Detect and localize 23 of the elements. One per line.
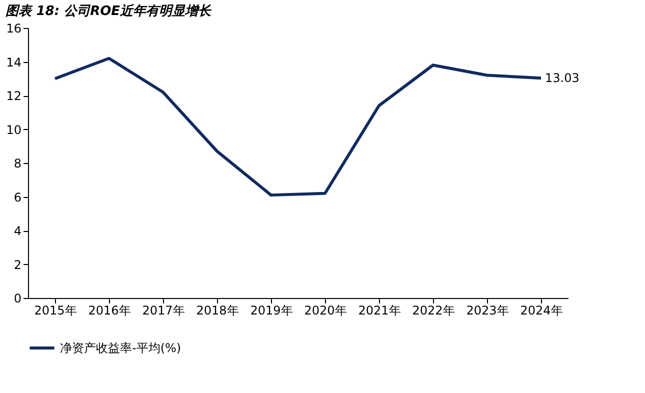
y-tick-label: 2 [14,258,22,272]
chart-title: 图表 18: 公司ROE近年有明显增长 [6,3,212,19]
y-tick-label: 8 [14,156,22,170]
legend-label: 净资产收益率-平均(%) [60,341,182,355]
x-tick-label: 2024年 [520,304,563,318]
y-tick-label: 16 [6,22,22,36]
x-tick-label: 2021年 [358,304,401,318]
line-series [54,56,542,197]
y-tick-label: 4 [14,224,22,238]
y-tick-label: 0 [14,292,22,306]
x-tick-label: 2015年 [34,304,77,318]
x-tick-label: 2020年 [304,304,347,318]
y-tick-label: 10 [6,122,22,137]
data-label: 13.03 [545,71,580,86]
y-tick-label: 14 [6,55,22,70]
x-tick-label: 2022年 [412,304,455,318]
x-tick-label: 2019年 [250,304,293,318]
x-tick-label: 2016年 [88,304,131,318]
x-tick-label: 2023年 [466,304,509,318]
x-tick-label: 2018年 [196,304,239,318]
x-tick-label: 2017年 [142,304,185,318]
y-tick-label: 12 [6,89,22,103]
y-tick-label: 6 [14,190,22,204]
